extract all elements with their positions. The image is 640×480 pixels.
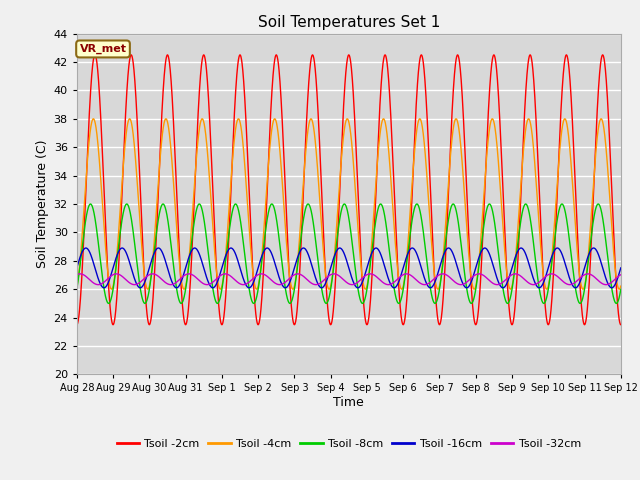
Tsoil -4cm (271, 116, 278, 122)
Tsoil -16cm (617, 265, 625, 271)
Tsoil -2cm (167, 78, 175, 84)
Tsoil -8cm (617, 287, 625, 292)
Tsoil -4cm (73, 283, 81, 289)
Tsoil -4cm (617, 283, 625, 289)
Tsoil -16cm (135, 285, 143, 290)
Tsoil -16cm (608, 285, 616, 291)
Tsoil -2cm (73, 322, 81, 327)
Tsoil -16cm (168, 277, 175, 283)
Tsoil -32cm (305, 279, 313, 285)
Y-axis label: Soil Temperature (C): Soil Temperature (C) (36, 140, 49, 268)
Line: Tsoil -2cm: Tsoil -2cm (77, 55, 621, 324)
Tsoil -32cm (167, 282, 175, 288)
Tsoil -8cm (282, 286, 289, 292)
Tsoil -16cm (305, 254, 313, 260)
Tsoil -32cm (617, 272, 625, 277)
Tsoil -8cm (167, 242, 175, 248)
Tsoil -4cm (305, 119, 313, 125)
Tsoil -8cm (340, 201, 348, 207)
Tsoil -32cm (168, 282, 175, 288)
Title: Soil Temperatures Set 1: Soil Temperatures Set 1 (258, 15, 440, 30)
Tsoil -2cm (305, 77, 313, 83)
Tsoil -4cm (167, 148, 175, 154)
Tsoil -32cm (548, 271, 556, 277)
Line: Tsoil -4cm: Tsoil -4cm (77, 119, 621, 289)
Tsoil -32cm (282, 279, 290, 285)
Tsoil -8cm (73, 287, 81, 292)
Tsoil -4cm (548, 254, 556, 260)
Tsoil -4cm (282, 228, 289, 233)
Tsoil -16cm (548, 254, 556, 260)
Line: Tsoil -32cm: Tsoil -32cm (77, 274, 621, 285)
Tsoil -2cm (135, 154, 143, 160)
Tsoil -8cm (305, 202, 313, 207)
Tsoil -32cm (607, 280, 614, 286)
Tsoil -4cm (135, 203, 143, 209)
Text: VR_met: VR_met (79, 44, 127, 54)
Tsoil -4cm (607, 205, 614, 211)
Tsoil -32cm (73, 272, 81, 277)
Tsoil -32cm (135, 280, 143, 286)
X-axis label: Time: Time (333, 396, 364, 409)
Tsoil -8cm (323, 300, 330, 306)
Tsoil -2cm (548, 301, 556, 307)
Tsoil -2cm (282, 189, 289, 194)
Tsoil -16cm (282, 285, 289, 291)
Legend: Tsoil -2cm, Tsoil -4cm, Tsoil -8cm, Tsoil -16cm, Tsoil -32cm: Tsoil -2cm, Tsoil -4cm, Tsoil -8cm, Tsoi… (112, 434, 586, 454)
Tsoil -32cm (148, 271, 156, 277)
Line: Tsoil -8cm: Tsoil -8cm (77, 204, 621, 303)
Tsoil -8cm (135, 276, 143, 281)
Tsoil -2cm (617, 322, 625, 327)
Line: Tsoil -16cm: Tsoil -16cm (77, 248, 621, 288)
Tsoil -16cm (607, 284, 614, 290)
Tsoil -8cm (607, 277, 614, 283)
Tsoil -2cm (599, 52, 607, 58)
Tsoil -4cm (289, 286, 297, 292)
Tsoil -2cm (607, 154, 614, 159)
Tsoil -16cm (82, 245, 90, 251)
Tsoil -8cm (548, 260, 556, 265)
Tsoil -16cm (73, 265, 81, 271)
